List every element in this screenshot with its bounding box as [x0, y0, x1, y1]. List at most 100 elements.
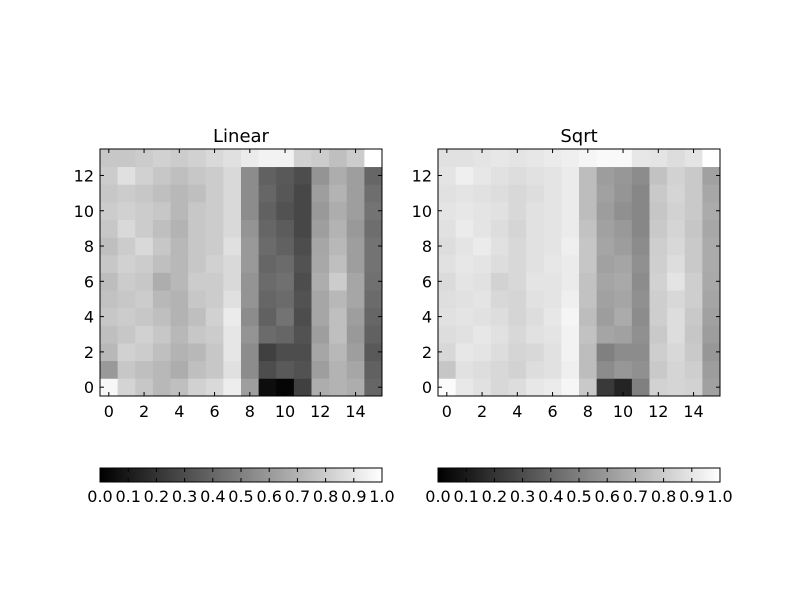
- colorbar-tick-label: 0.9: [679, 487, 704, 506]
- heatmap-cell: [364, 343, 383, 362]
- heatmap-cell: [579, 184, 598, 203]
- heatmap-cell: [258, 272, 277, 291]
- heatmap-cell: [455, 290, 474, 309]
- heatmap-cell: [508, 360, 527, 379]
- heatmap-cell: [561, 254, 580, 273]
- heatmap-cell: [241, 325, 260, 344]
- heatmap-cell: [258, 325, 277, 344]
- colorbar-tick-label: 0.1: [453, 487, 478, 506]
- heatmap-cell: [684, 360, 703, 379]
- heatmap-cell: [276, 343, 295, 362]
- heatmap-cell: [100, 360, 119, 379]
- heatmap-cell: [649, 325, 668, 344]
- heatmap-cell: [438, 219, 457, 238]
- heatmap-cell: [579, 360, 598, 379]
- heatmap-cell: [135, 201, 154, 220]
- x-tick-label: 2: [477, 402, 487, 421]
- heatmap-cell: [596, 325, 615, 344]
- heatmap-cell: [508, 184, 527, 203]
- heatmap-cell: [152, 237, 171, 256]
- heatmap-cell: [596, 149, 615, 168]
- heatmap-cell: [702, 272, 721, 291]
- heatmap-cell: [631, 378, 650, 397]
- heatmap-cell: [311, 149, 330, 168]
- heatmap-cell: [205, 290, 224, 309]
- heatmap-cell: [100, 201, 119, 220]
- heatmap-cell: [364, 166, 383, 185]
- heatmap-cell: [364, 237, 383, 256]
- heatmap-cell: [293, 378, 312, 397]
- heatmap-cell: [346, 325, 365, 344]
- heatmap-cell: [614, 290, 633, 309]
- heatmap-cell: [311, 343, 330, 362]
- colorbar: 0.0 0.1 0.2 0.3 0.4 0.5 0.6 0.7 0.8 0.9 1.0: [87, 467, 395, 506]
- heatmap-cell: [117, 149, 136, 168]
- heatmap-cell: [579, 237, 598, 256]
- heatmap-cell: [649, 254, 668, 273]
- heatmap-cell: [702, 219, 721, 238]
- heatmap-cell: [135, 343, 154, 362]
- heatmap-cell: [170, 254, 189, 273]
- x-tick-label: 0: [104, 402, 114, 421]
- heatmap-cell: [561, 307, 580, 326]
- heatmap-cell: [223, 325, 242, 344]
- y-tick-label: 12: [74, 166, 94, 185]
- heatmap-cell: [579, 307, 598, 326]
- heatmap-cell: [135, 360, 154, 379]
- y-tick-label: 4: [84, 308, 94, 327]
- heatmap-cell: [526, 166, 545, 185]
- heatmap-cell: [473, 166, 492, 185]
- heatmap-cell: [561, 237, 580, 256]
- y-axis: 0 2 4 6 8 10 12: [74, 166, 382, 397]
- heatmap-cells: [438, 149, 721, 397]
- x-tick-label: 14: [345, 402, 365, 421]
- y-tick-label: 8: [84, 237, 94, 256]
- heatmap-cell: [526, 201, 545, 220]
- heatmap-cell: [631, 254, 650, 273]
- heatmap-cell: [329, 201, 348, 220]
- heatmap-cell: [684, 254, 703, 273]
- colorbar-tick-label: 0.7: [285, 487, 310, 506]
- heatmap-cell: [205, 360, 224, 379]
- heatmap-cell: [455, 325, 474, 344]
- heatmap-cell: [258, 378, 277, 397]
- y-axis: 0 2 4 6 8 10 12: [412, 166, 720, 397]
- colorbar-tick-label: 0.6: [256, 487, 281, 506]
- y-tick-label: 12: [412, 166, 432, 185]
- heatmap-cell: [188, 184, 207, 203]
- heatmap-cell: [702, 166, 721, 185]
- heatmap-cell: [170, 272, 189, 291]
- heatmap-cell: [702, 360, 721, 379]
- heatmap-cell: [170, 378, 189, 397]
- heatmap-cell: [223, 254, 242, 273]
- heatmap-cell: [508, 343, 527, 362]
- heatmap-cell: [117, 184, 136, 203]
- heatmap-cell: [490, 360, 509, 379]
- heatmap-cell: [614, 343, 633, 362]
- heatmap-cell: [135, 149, 154, 168]
- heatmap-cell: [614, 325, 633, 344]
- heatmap-cell: [135, 237, 154, 256]
- heatmap-cell: [135, 184, 154, 203]
- heatmap-cell: [117, 343, 136, 362]
- heatmap-cell: [614, 166, 633, 185]
- colorbar-tick-label: 0.8: [651, 487, 676, 506]
- heatmap-cell: [526, 307, 545, 326]
- heatmap-cell: [311, 360, 330, 379]
- heatmap-cell: [241, 254, 260, 273]
- heatmap-cell: [188, 360, 207, 379]
- heatmap-cell: [667, 272, 686, 291]
- heatmap-cell: [241, 237, 260, 256]
- heatmap-cell: [702, 254, 721, 273]
- heatmap-cell: [311, 307, 330, 326]
- heatmap-cell: [329, 166, 348, 185]
- heatmap-cell: [684, 343, 703, 362]
- heatmap-cell: [490, 166, 509, 185]
- heatmap-cell: [258, 237, 277, 256]
- heatmap-cell: [188, 343, 207, 362]
- heatmap-cell: [346, 254, 365, 273]
- colorbar-tick-label: 0.3: [172, 487, 197, 506]
- heatmap-cell: [135, 254, 154, 273]
- x-tick-label: 2: [139, 402, 149, 421]
